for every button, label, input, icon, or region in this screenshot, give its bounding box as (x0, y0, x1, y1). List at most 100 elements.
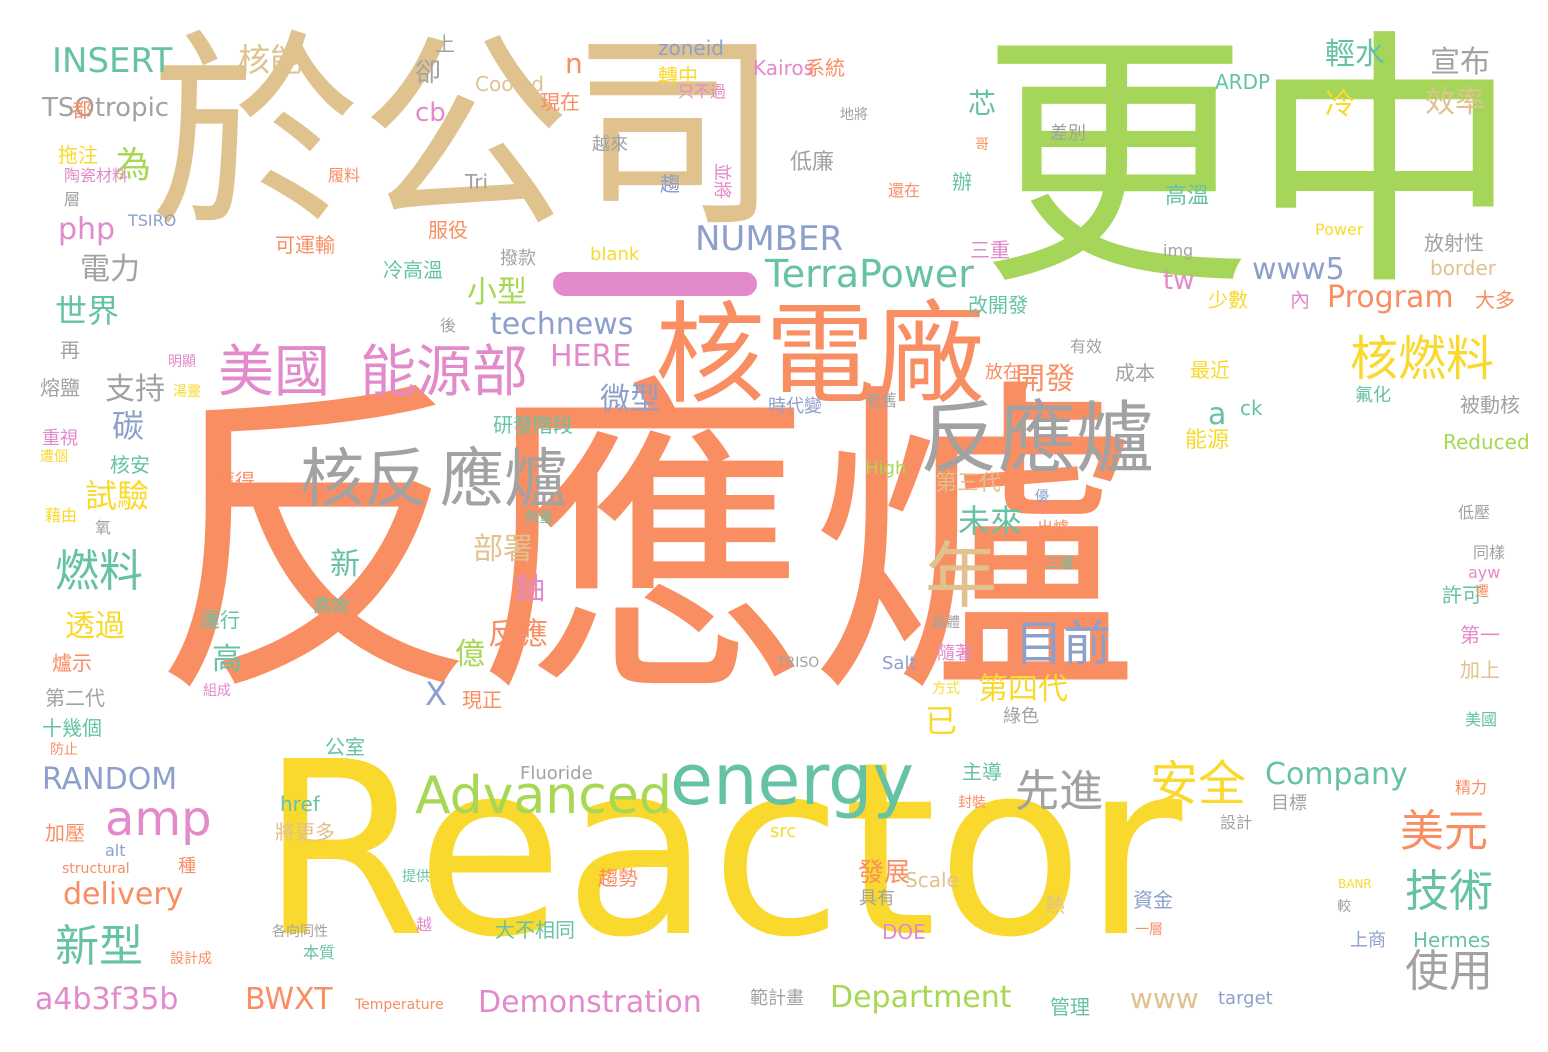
word: 三層 (1046, 556, 1074, 572)
word: 設計 (1220, 813, 1253, 832)
word: TSIRO (128, 211, 177, 230)
word: 高效 (313, 596, 349, 617)
word: 第三代 (935, 471, 1002, 496)
word: 熱 (1045, 893, 1065, 917)
word: 辦 (952, 170, 972, 194)
word: Reduced (1443, 430, 1530, 454)
word: 加壓 (45, 821, 85, 845)
word: BANR (1338, 877, 1372, 891)
word: target (1218, 988, 1273, 1009)
word: Tri (465, 170, 489, 194)
word: Salt (882, 653, 917, 674)
word: 本質 (303, 943, 336, 962)
word: DOE (882, 920, 926, 944)
word: 卻 (415, 58, 442, 88)
word: 履料 (328, 166, 361, 185)
word: 目前 (1015, 616, 1112, 672)
word: 現正 (462, 688, 502, 712)
word: Temperature (355, 997, 444, 1013)
word: BWXT (245, 982, 333, 1017)
word: 管理 (1050, 995, 1090, 1019)
word: energy (670, 739, 914, 821)
word: 芯 (968, 87, 997, 120)
word: 先進 (1015, 766, 1103, 817)
word: 放在 (985, 362, 1021, 383)
word: 燃料 (55, 546, 143, 597)
word: 越 (416, 915, 433, 934)
word: X (425, 675, 447, 713)
word: 能源部 (360, 340, 528, 405)
word: 三重 (970, 238, 1010, 262)
word: 第四代 (978, 672, 1068, 707)
word: 地將 (840, 107, 868, 123)
word: 開發 (1015, 362, 1075, 397)
word: 鈾 (515, 572, 545, 607)
word: 少數 (1208, 288, 1248, 312)
word: 遷 (1475, 584, 1489, 600)
word: 湯靈 (173, 384, 201, 400)
word: 上商 (1350, 930, 1386, 951)
word: 只不過 (678, 82, 727, 101)
word: 低廉 (790, 150, 835, 175)
word: 使用 (1405, 946, 1493, 997)
word: 碳 (112, 407, 145, 445)
word: NUMBER (695, 219, 844, 259)
word: 十幾個 (42, 716, 102, 740)
word: 大多 (1475, 288, 1515, 312)
word: 趨 (660, 172, 680, 196)
word: 低壓 (1458, 503, 1491, 522)
word: 安全 (1150, 756, 1247, 812)
word: 美國 (218, 340, 330, 405)
word: a4b3f35b (35, 982, 179, 1017)
word: 小型 (467, 275, 527, 310)
word: 遭個 (40, 449, 68, 465)
word: ck (1240, 396, 1263, 420)
word: 核安 (110, 453, 150, 477)
word: 轉中 (658, 64, 698, 88)
word: 內 (1290, 288, 1310, 312)
word: zoneid (658, 36, 724, 60)
word: 改開發 (968, 293, 1028, 317)
word: 較 (1337, 899, 1351, 915)
word: 核電廠 (655, 291, 985, 419)
word: 防止 (50, 742, 78, 758)
word: 核能 (238, 41, 303, 79)
word: 大不相同 (495, 918, 575, 942)
word: 提供 (402, 869, 430, 885)
word: RANDOM (42, 762, 178, 797)
word: 更中 (980, 7, 1520, 322)
word: 宣布 (1430, 45, 1490, 80)
word: 上 (435, 32, 455, 56)
word: 差別 (1050, 123, 1086, 144)
word: 億 (455, 637, 485, 672)
word: 陶瓷材料 (64, 166, 129, 185)
word: border (1430, 256, 1497, 280)
word: 方式 (932, 681, 960, 697)
word: 再 (60, 338, 80, 362)
word: 技術 (1405, 866, 1493, 917)
word: Hermes (1413, 928, 1491, 952)
word: 能源 (1185, 428, 1230, 453)
word: 封裝 (958, 795, 986, 811)
word: 後 (440, 316, 457, 335)
word: 還在 (888, 181, 921, 200)
word: 將更多 (275, 820, 335, 844)
word: 主導 (962, 760, 1002, 784)
word: 拖注 (58, 143, 98, 167)
word: 明顯 (168, 354, 196, 370)
word: Reactor (260, 710, 1183, 990)
word: structural (62, 861, 130, 877)
word: 老舊 (865, 391, 898, 410)
word: 精力 (1455, 778, 1488, 797)
word: 已 (925, 702, 958, 740)
word: blank (590, 244, 640, 265)
word: amp (105, 791, 212, 847)
word: 被動核 (1460, 393, 1520, 417)
word: www (1130, 982, 1199, 1015)
word: ayw (1468, 563, 1501, 582)
word: 運行 (200, 608, 240, 632)
word: Fluoride (520, 763, 593, 784)
word: 有效 (1070, 337, 1103, 356)
word: href (280, 792, 320, 816)
